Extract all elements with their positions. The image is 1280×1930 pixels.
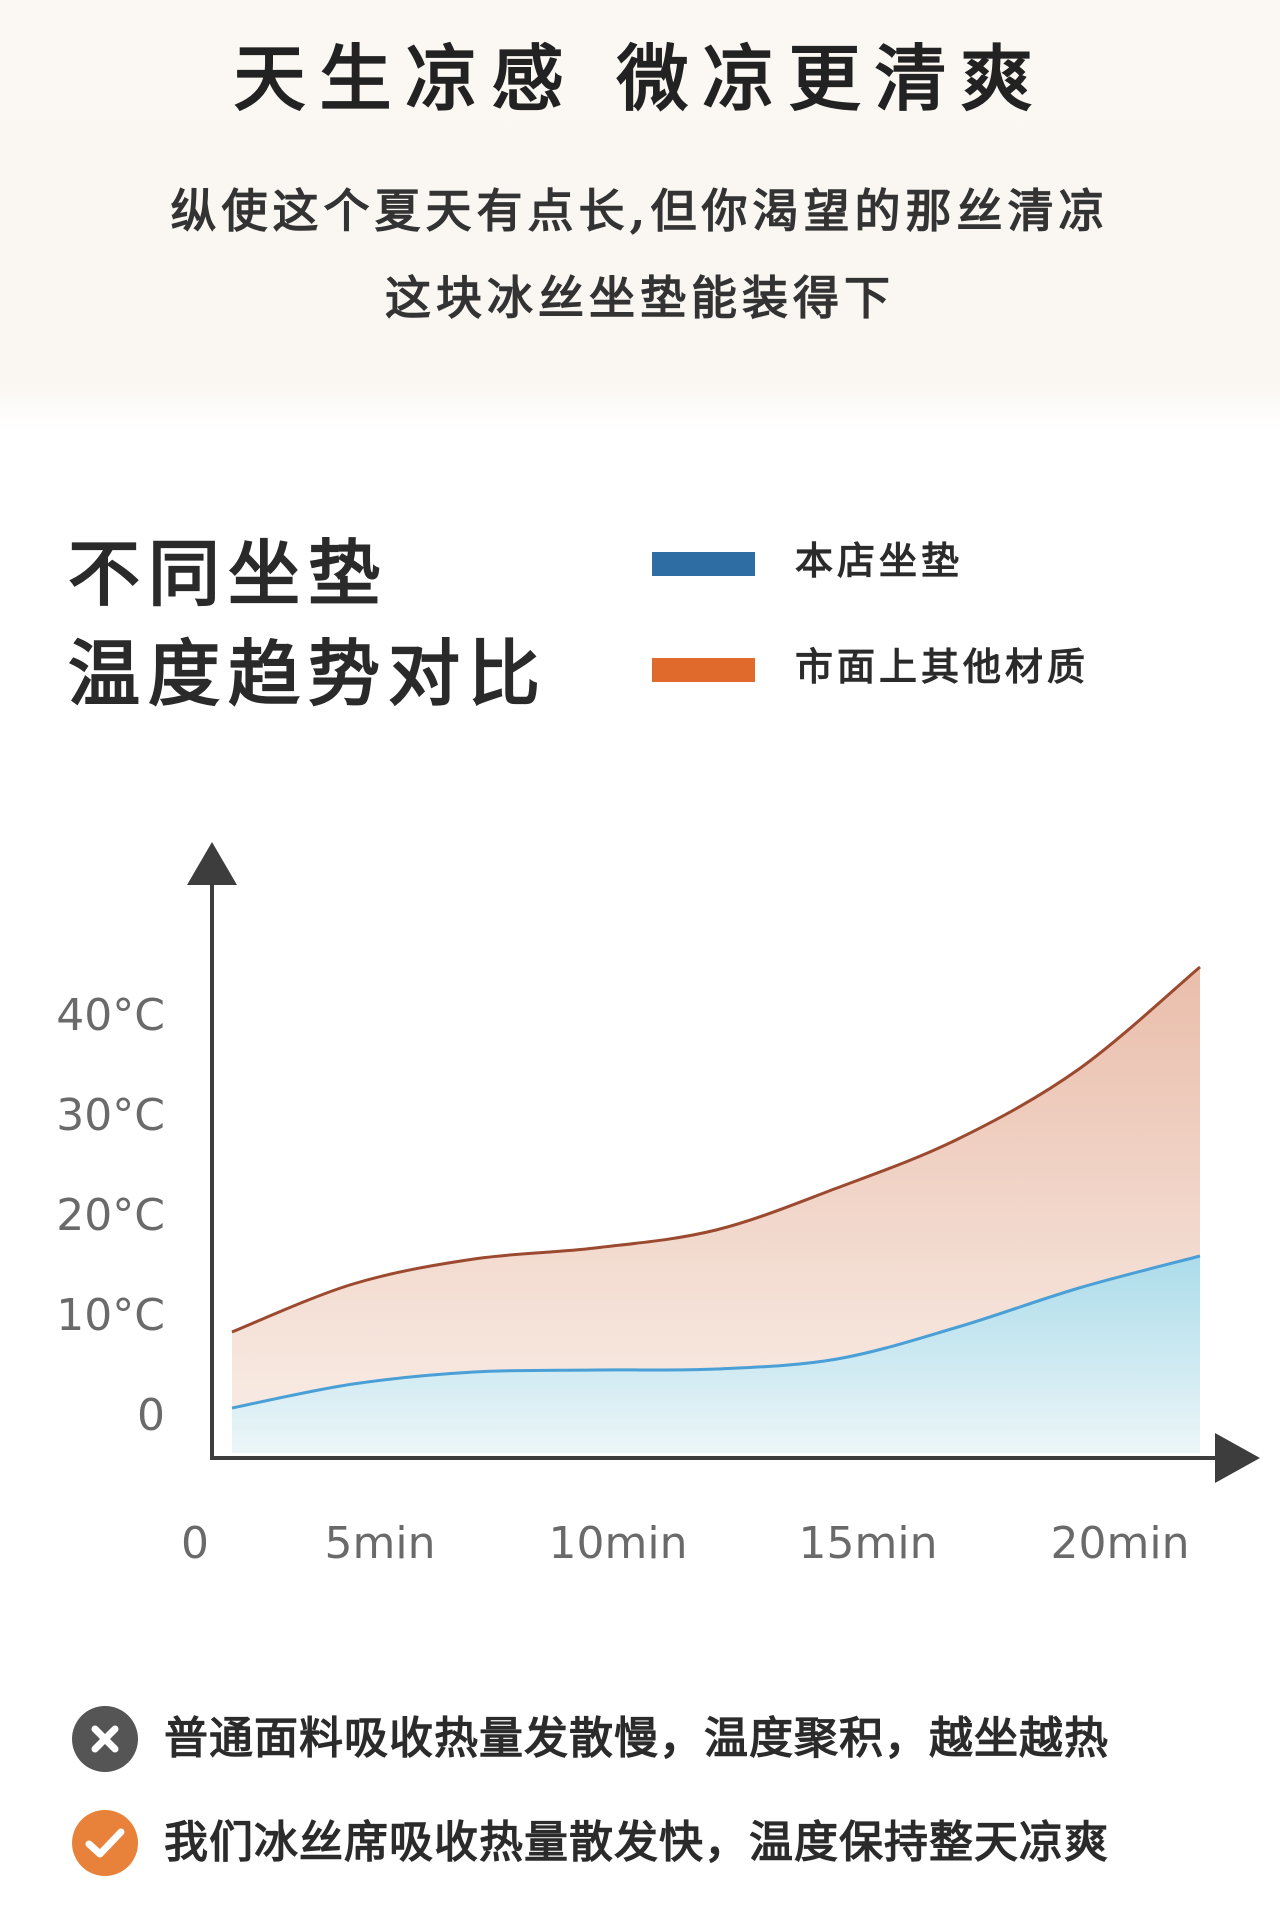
chart-title-line-1: 不同坐垫 [68, 531, 389, 616]
x-tick-label-4: 20min [1051, 1518, 1190, 1569]
subline-2: 这块冰丝坐垫能装得下 [385, 271, 895, 325]
x-circle-icon [72, 1706, 138, 1772]
x-tick-label-2: 10min [549, 1518, 688, 1569]
y-tick-label-0: 0 [137, 1390, 165, 1441]
x-tick-label-3: 15min [799, 1518, 938, 1569]
y-tick-label-3: 30°C [56, 1090, 165, 1141]
legend-swatch-our-cushion [652, 552, 755, 576]
x-tick-label-0: 0 [181, 1518, 209, 1569]
headline: 天生凉感 微凉更清爽 [233, 36, 1047, 121]
legend-label-other-materials: 市面上其他材质 [795, 644, 1090, 689]
x-tick-label-1: 5min [325, 1518, 436, 1569]
legend-swatch-other-materials [652, 658, 755, 682]
note-ordinary-fabric-text: 普通面料吸收热量发散慢，温度聚积，越坐越热 [164, 1713, 1109, 1764]
chart-title-line-2: 温度趋势对比 [68, 631, 549, 716]
series-other-materials-line [231, 965, 1201, 1334]
legend-label-our-cushion: 本店坐垫 [795, 538, 964, 583]
y-tick-label-1: 10°C [56, 1290, 165, 1341]
y-axis-arrow [187, 842, 237, 885]
subline-1: 纵使这个夏天有点长,但你渴望的那丝清凉 [170, 184, 1110, 238]
y-tick-label-2: 20°C [56, 1190, 165, 1241]
temperature-trend-chart: 0 10°C 20°C 30°C 40°C 0 5min 10min 15min 20min [56, 842, 1260, 1569]
header-banner: 天生凉感 微凉更清爽 纵使这个夏天有点长,但你渴望的那丝清凉 这块冰丝坐垫能装得… [0, 0, 1280, 430]
x-axis-arrow [1215, 1433, 1260, 1483]
series-our-cushion-area [232, 1256, 1200, 1453]
y-tick-label-4: 40°C [56, 990, 165, 1041]
check-circle-icon [72, 1810, 138, 1876]
note-ice-silk-text: 我们冰丝席吸收热量散发快，温度保持整天凉爽 [164, 1817, 1109, 1868]
